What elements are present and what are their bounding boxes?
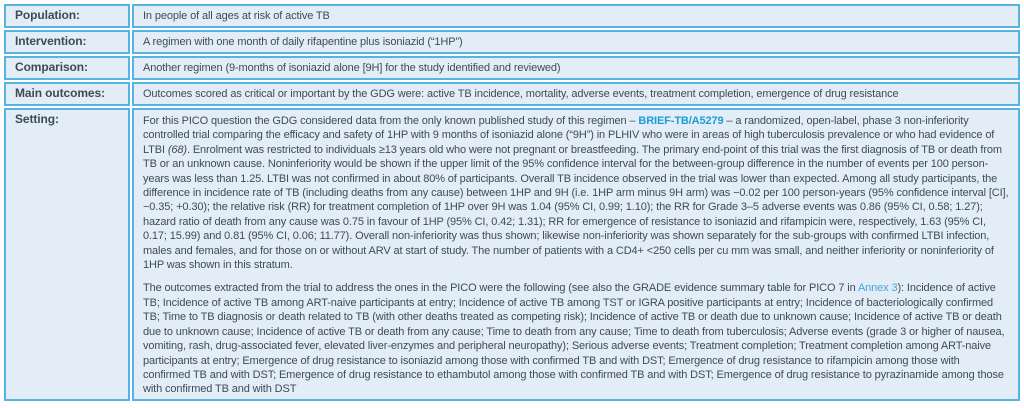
brief-tb-a5279-link[interactable]: BRIEF-TB/A5279 xyxy=(638,115,724,127)
intervention-value: A regimen with one month of daily rifape… xyxy=(132,30,1020,54)
table-row-intervention: Intervention: A regimen with one month o… xyxy=(4,30,1020,54)
setting-value: For this PICO question the GDG considere… xyxy=(132,108,1020,401)
setting-paragraph-outcomes: The outcomes extracted from the trial to… xyxy=(143,281,1009,396)
population-label: Population: xyxy=(4,4,130,28)
main-outcomes-value: Outcomes scored as critical or important… xyxy=(132,82,1020,106)
outcomes-text-1: The outcomes extracted from the trial to… xyxy=(143,282,858,295)
main-outcomes-label: Main outcomes: xyxy=(4,82,130,106)
table-row-main-outcomes: Main outcomes: Outcomes scored as critic… xyxy=(4,82,1020,106)
trial-text-1: For this PICO question the GDG considere… xyxy=(143,115,639,127)
comparison-label: Comparison: xyxy=(4,56,130,80)
table-row-comparison: Comparison: Another regimen (9-months of… xyxy=(4,56,1020,80)
population-value: In people of all ages at risk of active … xyxy=(132,4,1020,28)
annex-3-link[interactable]: Annex 3 xyxy=(857,282,898,295)
pico-question-table: Population: In people of all ages at ris… xyxy=(2,2,1022,403)
table-row-setting: Setting: For this PICO question the GDG … xyxy=(4,108,1020,401)
outcomes-text-2: ): Incidence of active TB; Incidence of … xyxy=(143,282,1005,396)
setting-label: Setting: xyxy=(4,108,130,401)
intervention-label: Intervention: xyxy=(4,30,130,54)
setting-paragraph-trial: For this PICO question the GDG considere… xyxy=(143,114,1009,272)
trial-text-2: – a randomized, open-label, phase 3 non-… xyxy=(143,115,995,156)
reference-68: (68) xyxy=(167,143,187,156)
comparison-value: Another regimen (9-months of isoniazid a… xyxy=(132,56,1020,80)
trial-text-3: . Enrolment was restricted to individual… xyxy=(143,143,1009,272)
table-row-population: Population: In people of all ages at ris… xyxy=(4,4,1020,28)
